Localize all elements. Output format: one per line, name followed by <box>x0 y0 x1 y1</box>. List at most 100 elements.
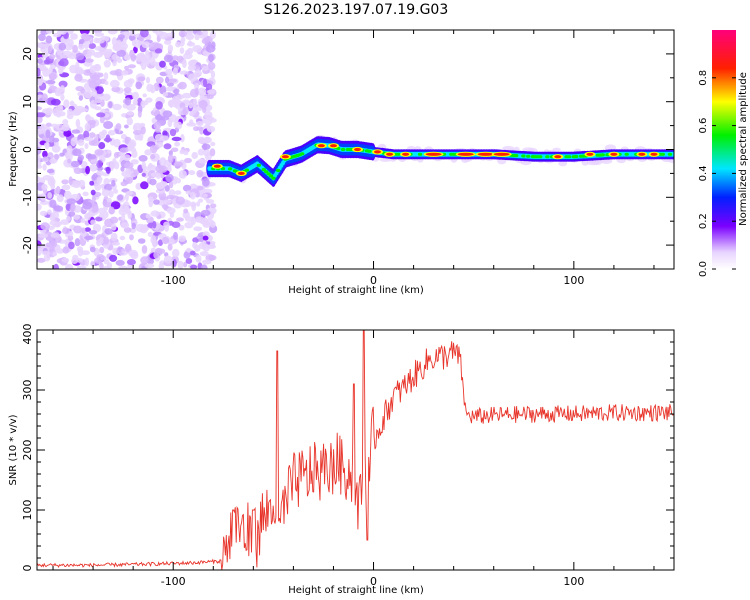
noise-blob <box>107 149 112 154</box>
noise-blob <box>48 66 53 74</box>
noise-blob <box>132 99 138 106</box>
noise-blob <box>119 235 126 241</box>
noise-blob <box>159 157 167 166</box>
noise-blob <box>185 49 191 56</box>
noise-blob <box>178 81 187 90</box>
noise-blob <box>133 169 139 177</box>
peak-core <box>477 152 494 156</box>
noise-blob <box>51 144 61 153</box>
noise-blob <box>88 230 98 235</box>
peak-core <box>237 171 245 175</box>
noise-blob <box>75 118 81 128</box>
noise-blob <box>88 43 96 49</box>
noise-blob <box>124 97 132 106</box>
snr-marks <box>37 330 674 570</box>
noise-blob <box>84 122 91 132</box>
noise-blob <box>85 114 91 121</box>
noise-blob <box>82 191 89 197</box>
noise-blob <box>162 110 173 118</box>
noise-blob <box>184 222 194 229</box>
noise-blob <box>196 217 202 223</box>
noise-blob <box>39 210 48 216</box>
noise-blob <box>108 190 114 198</box>
noise-blob <box>87 120 97 125</box>
noise-blob <box>81 250 90 256</box>
noise-blob <box>195 254 202 263</box>
noise-blob <box>125 243 132 253</box>
noise-blob <box>155 164 165 174</box>
noise-blob <box>77 139 85 147</box>
noise-blob <box>194 244 201 252</box>
noise-blob <box>121 170 131 177</box>
noise-blob <box>44 142 50 148</box>
noise-blob <box>72 148 82 157</box>
noise-blob <box>45 122 52 128</box>
noise-blob <box>144 263 155 269</box>
colorbar: 0.0 0.2 0.4 0.6 0.8 Normalized spectral ampl… <box>698 30 749 277</box>
noise-blob <box>177 260 184 269</box>
noise-blob <box>124 162 134 169</box>
noise-blob <box>37 76 44 85</box>
noise-blob <box>105 166 111 174</box>
noise-blob <box>198 238 204 242</box>
noise-blob <box>60 54 68 59</box>
noise-blob <box>162 92 169 97</box>
noise-blob <box>38 33 46 42</box>
noise-blob <box>139 225 148 234</box>
noise-blob <box>140 125 146 135</box>
noise-blob <box>202 78 208 88</box>
noise-blob <box>89 180 95 186</box>
noise-blob <box>59 152 65 157</box>
noise-blob <box>179 70 189 75</box>
noise-blob <box>64 190 72 200</box>
noise-blob <box>47 209 52 215</box>
noise-blob <box>198 159 208 164</box>
noise-blob <box>68 241 75 250</box>
noise-blob <box>196 185 204 191</box>
noise-blob <box>50 233 61 238</box>
noise-blob <box>187 65 197 71</box>
ridge-green <box>268 174 274 178</box>
noise-blob <box>84 136 94 142</box>
noise-blob <box>119 42 128 50</box>
noise-blob <box>155 128 162 133</box>
colorbar-tick-label: 0.4 <box>698 165 709 181</box>
noise-blob <box>167 243 173 251</box>
noise-blob <box>64 263 74 269</box>
noise-blob <box>159 181 168 187</box>
noise-blob <box>168 78 178 83</box>
noise-blob <box>128 139 137 149</box>
noise-blob <box>108 101 113 109</box>
noise-blob <box>66 198 77 205</box>
noise-blob <box>89 65 97 74</box>
noise-blob <box>46 168 55 174</box>
noise-blob <box>111 179 116 187</box>
noise-blob <box>125 177 133 184</box>
noise-blob <box>123 227 132 233</box>
noise-blob <box>96 160 103 169</box>
noise-blob <box>164 39 172 45</box>
noise-blob <box>178 235 187 242</box>
noise-blob <box>140 256 149 265</box>
noise-blob <box>126 117 133 126</box>
noise-blob <box>120 181 128 187</box>
noise-blob <box>52 251 58 257</box>
noise-blob <box>155 101 163 110</box>
noise-blob <box>109 216 119 224</box>
noise-blob <box>175 196 185 205</box>
noise-blob <box>52 108 59 117</box>
noise-blob <box>37 164 43 169</box>
noise-blob <box>192 45 203 53</box>
noise-blob <box>37 58 43 64</box>
noise-blob <box>57 104 63 110</box>
noise-blob <box>103 236 109 245</box>
noise-blob <box>202 142 207 151</box>
noise-blob <box>148 198 154 208</box>
noise-blob <box>87 210 93 218</box>
noise-blob <box>132 91 140 101</box>
noise-blob <box>84 235 94 240</box>
noise-blob <box>42 175 52 181</box>
noise-blob <box>84 143 89 149</box>
noise-blob <box>116 49 126 57</box>
noise-blob <box>103 59 111 68</box>
